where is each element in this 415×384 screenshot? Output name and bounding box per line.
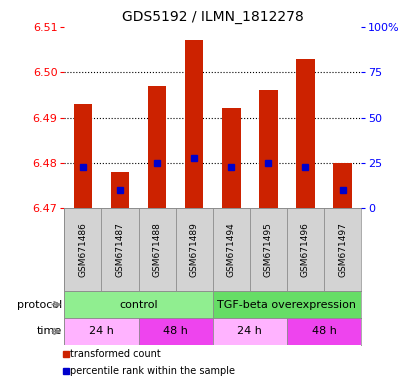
Bar: [64, 291, 213, 318]
Bar: [213, 291, 361, 318]
Text: GSM671486: GSM671486: [78, 222, 88, 277]
Text: control: control: [119, 300, 158, 310]
Bar: [148, 86, 166, 208]
Text: GSM671494: GSM671494: [227, 222, 236, 277]
Text: GSM671496: GSM671496: [301, 222, 310, 277]
Text: TGF-beta overexpression: TGF-beta overexpression: [217, 300, 356, 310]
Text: 24 h: 24 h: [237, 326, 262, 336]
Bar: [333, 163, 352, 208]
Text: 48 h: 48 h: [163, 326, 188, 336]
Title: GDS5192 / ILMN_1812278: GDS5192 / ILMN_1812278: [122, 10, 303, 25]
Bar: [64, 318, 139, 345]
Text: transformed count: transformed count: [70, 349, 161, 359]
Bar: [101, 208, 139, 291]
Bar: [222, 108, 241, 208]
Bar: [287, 318, 361, 345]
Text: percentile rank within the sample: percentile rank within the sample: [70, 366, 235, 376]
Text: GSM671487: GSM671487: [115, 222, 124, 277]
Bar: [64, 208, 101, 291]
Text: GSM671489: GSM671489: [190, 222, 199, 277]
Text: GSM671497: GSM671497: [338, 222, 347, 277]
Bar: [139, 318, 213, 345]
Bar: [213, 318, 287, 345]
Bar: [287, 208, 324, 291]
Bar: [259, 90, 278, 208]
Text: GSM671488: GSM671488: [153, 222, 161, 277]
Text: GSM671495: GSM671495: [264, 222, 273, 277]
Bar: [250, 208, 287, 291]
Bar: [139, 208, 176, 291]
Bar: [296, 59, 315, 208]
Bar: [185, 40, 203, 208]
Text: protocol: protocol: [17, 300, 63, 310]
Bar: [176, 208, 213, 291]
Bar: [324, 208, 361, 291]
Bar: [111, 172, 129, 208]
Text: time: time: [37, 326, 63, 336]
Bar: [73, 104, 92, 208]
Bar: [213, 208, 250, 291]
Text: 48 h: 48 h: [312, 326, 337, 336]
Text: 24 h: 24 h: [89, 326, 114, 336]
